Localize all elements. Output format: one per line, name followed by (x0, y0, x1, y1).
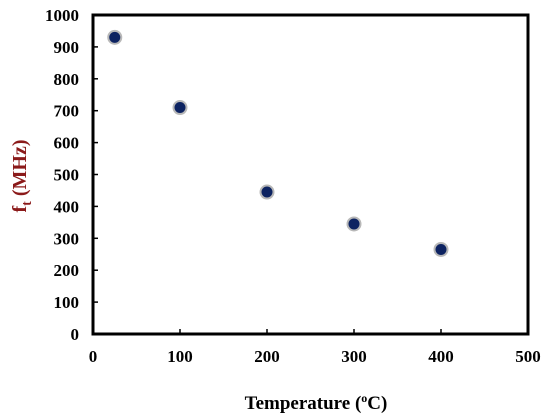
data-series (107, 29, 449, 257)
x-tick-label: 300 (341, 347, 367, 366)
y-axis-title-unit: (MHz) (9, 140, 31, 202)
y-tick-label: 400 (54, 197, 80, 216)
data-point (107, 29, 123, 45)
y-tick-label: 700 (54, 102, 80, 121)
y-axis-title-subscript: t (20, 201, 35, 206)
x-axis-title-superscript: o (361, 391, 367, 405)
x-tick-label: 200 (254, 347, 280, 366)
x-axis-title-suffix: C) (367, 393, 387, 414)
data-point (433, 241, 449, 257)
y-tick-label: 500 (54, 166, 80, 185)
x-axis-title: Temperature (oC) (245, 391, 388, 414)
data-point (346, 216, 362, 232)
y-tick-label: 200 (54, 261, 80, 280)
y-axis-title-main: f (9, 205, 31, 212)
x-tick-label: 400 (428, 347, 454, 366)
x-tick-label: 100 (167, 347, 193, 366)
x-axis-title-prefix: Temperature ( (245, 393, 362, 414)
y-tick-label: 900 (54, 38, 80, 57)
y-axis-title: ft (MHz) (9, 140, 35, 213)
data-point (259, 184, 275, 200)
y-axis: 0 100 200 300 400 500 600 700 800 900 1000 (45, 6, 98, 344)
plot-area-frame (91, 13, 530, 336)
y-tick-label: 600 (54, 134, 80, 153)
y-tick-label: 0 (71, 325, 80, 344)
y-tick-label: 300 (54, 229, 80, 248)
y-tick-label: 100 (54, 293, 80, 312)
x-tick-label: 500 (515, 347, 541, 366)
x-tick-label: 0 (89, 347, 98, 366)
x-axis: 0 100 200 300 400 500 (89, 329, 541, 366)
data-point (172, 100, 188, 116)
y-tick-label: 1000 (45, 6, 79, 25)
y-tick-label: 800 (54, 70, 80, 89)
